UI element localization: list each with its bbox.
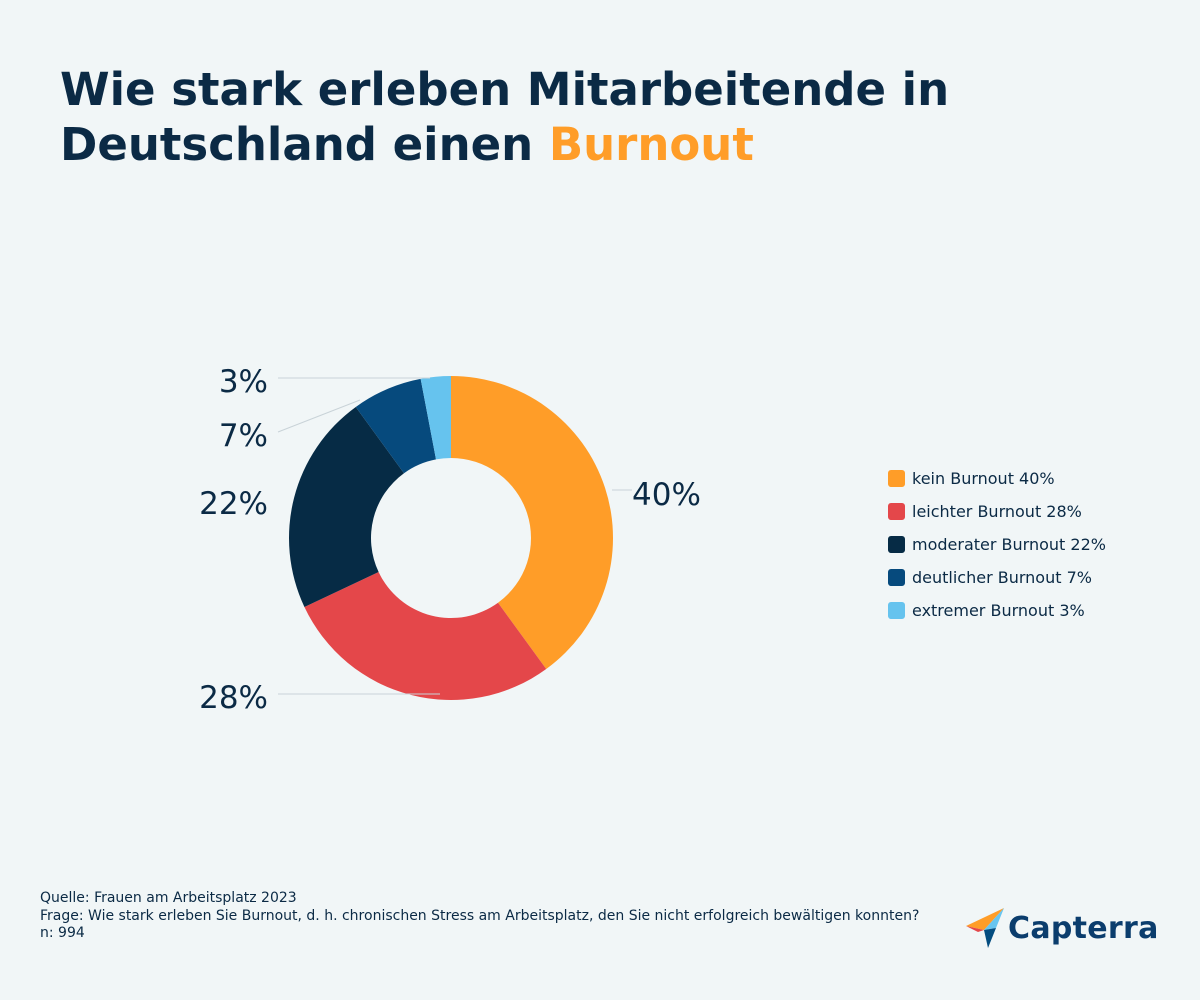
legend-item: moderater Burnout 22% (888, 528, 1106, 561)
donut-slice-leichter-burnout (304, 572, 547, 700)
source-note: Quelle: Frauen am Arbeitsplatz 2023 (40, 890, 297, 906)
capterra-logo: Capterra (966, 906, 1159, 950)
data-label: 28% (199, 680, 268, 716)
title-highlight: Burnout (548, 118, 754, 171)
donut-slice-extremer-burnout (420, 376, 451, 460)
data-label: 7% (219, 418, 268, 454)
question-note: Frage: Wie stark erleben Sie Burnout, d.… (40, 907, 920, 924)
data-label: 22% (199, 486, 268, 522)
donut-slice-deutlicher-burnout (355, 378, 437, 474)
legend-item: leichter Burnout 28% (888, 495, 1106, 528)
legend-item: kein Burnout 40% (888, 462, 1106, 495)
legend-label: leichter Burnout 28% (912, 502, 1082, 521)
chart-title: Wie stark erleben Mitarbeitende in Deuts… (60, 62, 1100, 172)
title-line-2-prefix: Deutschland einen (60, 118, 549, 171)
legend-item: deutlicher Burnout 7% (888, 561, 1106, 594)
donut-slice-kein-burnout (451, 376, 613, 670)
sample-size-note: n: 994 (40, 925, 85, 941)
legend-swatch (888, 503, 905, 520)
legend-label: moderater Burnout 22% (912, 535, 1106, 554)
data-label-leader-line (277, 399, 361, 433)
capterra-logo-icon (966, 908, 1004, 948)
legend-swatch (888, 470, 905, 487)
legend-item: extremer Burnout 3% (888, 594, 1106, 627)
chart-legend: kein Burnout 40% leichter Burnout 28% mode… (888, 462, 1106, 627)
title-line-1: Wie stark erleben Mitarbeitende in (60, 63, 950, 116)
chart-footer: Quelle: Frauen am Arbeitsplatz 2023 Frag… (40, 890, 920, 943)
legend-label: extremer Burnout 3% (912, 601, 1085, 620)
legend-swatch (888, 569, 905, 586)
donut-slice-moderater-burnout (288, 406, 404, 607)
capterra-logo-text: Capterra (1008, 910, 1159, 946)
data-label: 40% (632, 477, 701, 513)
legend-label: deutlicher Burnout 7% (912, 568, 1092, 587)
legend-swatch (888, 536, 905, 553)
legend-swatch (888, 602, 905, 619)
legend-label: kein Burnout 40% (912, 469, 1055, 488)
data-label: 3% (219, 364, 268, 400)
